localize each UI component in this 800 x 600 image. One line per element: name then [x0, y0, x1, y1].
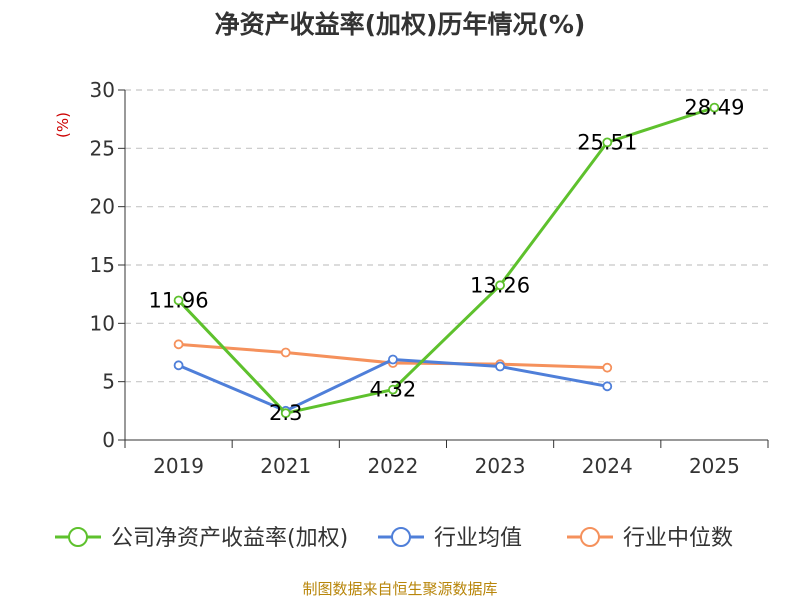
data-labels: 11.96 2.3 4.32 13.26 25.51 28.49	[149, 96, 745, 426]
series-1-point-2019	[173, 360, 184, 371]
legend-marker-1	[391, 527, 411, 547]
y-tick-label-15: 15	[90, 253, 115, 277]
y-tick-label-20: 20	[90, 195, 115, 219]
y-tick-label-5: 5	[102, 370, 115, 394]
legend: 公司净资产收益率(加权) 行业均值 行业中位数	[55, 526, 733, 551]
series-0-point-2021	[280, 408, 291, 419]
legend-item-1: 行业均值	[378, 526, 522, 551]
x-tick-label-2022: 2022	[367, 454, 418, 478]
x-tick-label-2024: 2024	[582, 454, 633, 478]
legend-label-1: 行业均值	[434, 526, 522, 551]
x-tick-label-2025: 2025	[689, 454, 740, 478]
series-layer	[173, 102, 720, 419]
series-1-point-2023	[495, 361, 505, 372]
data-label-2021: 2.3	[269, 401, 302, 425]
series-1-point-2022	[388, 354, 398, 365]
legend-label-2: 行业中位数	[623, 526, 733, 551]
data-label-2022: 4.32	[370, 378, 417, 402]
series-1-point-2024	[602, 381, 613, 392]
source-note: 制图数据来自恒生聚源数据库	[302, 580, 497, 598]
series-2-point-2024	[602, 362, 613, 373]
series-0-point-2024	[602, 137, 613, 148]
series-0	[173, 102, 720, 419]
legend-marker-0	[68, 527, 88, 547]
series-line-0	[177, 106, 715, 415]
data-label-2023: 13.26	[470, 273, 530, 297]
series-2-point-2019	[173, 339, 184, 350]
series-2-point-2021	[280, 347, 291, 358]
y-axis-label: (%)	[54, 112, 72, 138]
legend-marker-2	[580, 527, 600, 547]
series-0-point-2022	[388, 384, 398, 395]
y-tick-label-0: 0	[102, 428, 115, 452]
series-0-point-2025	[709, 102, 720, 113]
legend-item-0: 公司净资产收益率(加权)	[55, 526, 348, 551]
y-tick-label-25: 25	[90, 136, 115, 160]
x-tick-label-2023: 2023	[475, 454, 526, 478]
y-tick-label-30: 30	[90, 78, 115, 102]
series-0-point-2023	[495, 280, 505, 291]
legend-label-0: 公司净资产收益率(加权)	[111, 526, 348, 551]
chart-title: 净资产收益率(加权)历年情况(%)	[215, 10, 586, 39]
x-tick-label-2019: 2019	[153, 454, 204, 478]
gridlines	[125, 89, 768, 383]
y-tick-label-10: 10	[90, 311, 115, 335]
legend-item-2: 行业中位数	[567, 526, 733, 551]
data-label-2024: 25.51	[577, 130, 637, 154]
series-0-point-2019	[173, 295, 184, 306]
data-label-2025: 28.49	[684, 96, 744, 120]
data-label-2019: 11.96	[149, 288, 209, 312]
x-tick-label-2021: 2021	[260, 454, 311, 478]
